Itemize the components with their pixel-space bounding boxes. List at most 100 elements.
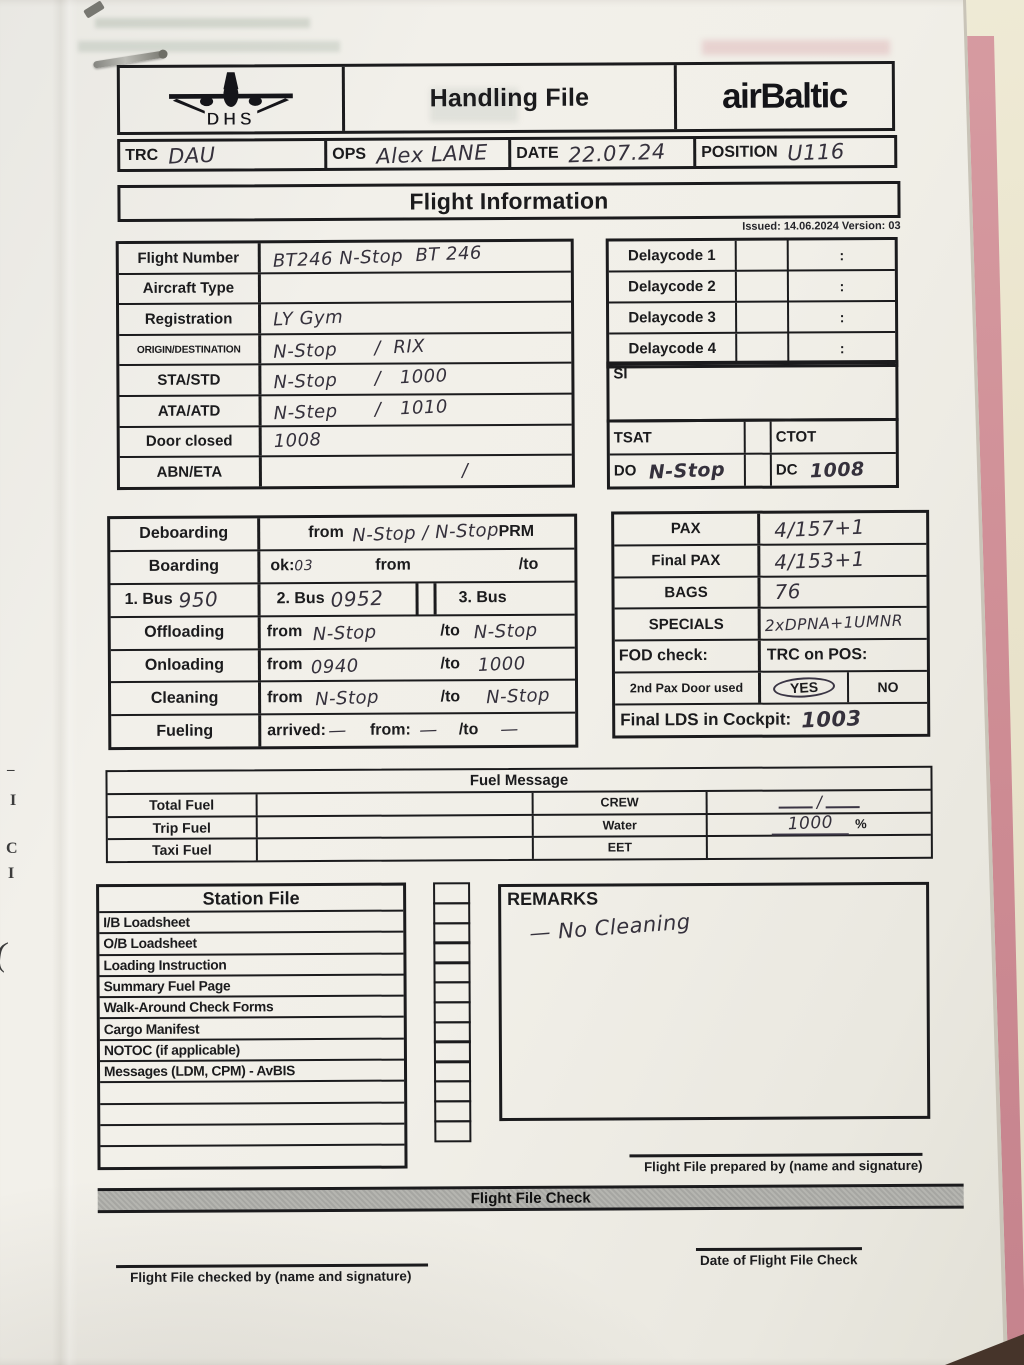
fueling-row: Fueling arrived: — from: — /to — <box>111 714 575 748</box>
flight-info-row-label: STA/STD <box>119 365 262 396</box>
ground-ops-table: Deboarding from N-Stop / N-Stop PRM Boar… <box>107 513 579 751</box>
station-file-item: Messages (LDM, CPM) - AvBIS <box>99 1060 405 1084</box>
pax-row: BAGS 76 <box>614 576 927 610</box>
trc-field: TRC DAU <box>120 140 328 170</box>
final-lds-row: Final LDS in Cockpit: 1003 <box>615 704 927 736</box>
dhs-logo-cell: DHS <box>119 66 346 133</box>
flight-info-row: Flight Number BT246 N-Stop BT 246 <box>118 241 571 275</box>
handwritten-value: 4/153+1 <box>773 546 866 574</box>
station-file-empty-row <box>100 1081 405 1105</box>
to-label: /to <box>518 556 539 574</box>
station-file-item: I/B Loadsheet <box>99 911 404 935</box>
prepared-by-label: Flight File prepared by (name and signat… <box>644 1157 923 1175</box>
delaycode-row: Delaycode 2 : <box>608 270 896 304</box>
onloading-to-handwritten: 1000 <box>477 652 527 676</box>
dhs-logo-text: DHS <box>207 109 256 129</box>
airbaltic-logo: airBaltic <box>722 76 847 116</box>
to-label: /to <box>440 655 461 673</box>
bus2-field: 2. Bus 0952 <box>260 583 419 615</box>
pax-row-value: 4/153+1 <box>760 545 926 576</box>
edge-printed-mark: C <box>6 840 18 857</box>
fuel-message-table: Fuel Message Total Fuel CREW / Trip Fuel… <box>105 765 933 863</box>
fueling-from-handwritten: — <box>418 719 438 742</box>
fueling-to-handwritten: — <box>499 718 520 741</box>
delaycode-code-cell <box>737 302 790 332</box>
handwritten-value: LY Gym <box>272 306 344 331</box>
delaycode-time-cell: : <box>839 308 845 325</box>
percent-label: % <box>855 816 867 832</box>
offloading-label: Offloading <box>110 616 261 649</box>
fueling-label: Fueling <box>111 715 262 748</box>
to-label: /to <box>440 688 461 706</box>
from-label: from <box>266 656 303 674</box>
handwritten-value: / <box>461 460 469 482</box>
station-file-empty-row <box>100 1103 405 1127</box>
trc-on-pos-label: TRC on POS: <box>766 646 868 664</box>
flight-info-row-value: LY Gym <box>261 303 571 333</box>
pax-row: SPECIALS 2xDPNA+1UMNR <box>614 608 927 642</box>
gap-cell <box>745 421 772 453</box>
delaycode-code-cell <box>737 333 790 363</box>
bus-row: 1. Bus 950 2. Bus 0952 3. Bus <box>110 582 575 618</box>
flight-info-row: Registration LY Gym <box>119 302 572 336</box>
fod-check-label: FOD check: <box>614 640 761 672</box>
station-file-checkbox-column <box>433 882 472 1143</box>
boarding-label: Boarding <box>110 551 261 583</box>
offloading-to-handwritten: N-Stop <box>473 619 539 643</box>
delaycode-label: Delaycode 3 <box>609 302 738 333</box>
flight-info-row-value: N-Stop / RIX <box>261 333 571 363</box>
flight-info-row: ATA/ATD N-Step / 1010 <box>119 394 572 428</box>
position-label: POSITION <box>701 143 778 161</box>
door-no-cell: NO <box>877 678 899 695</box>
edge-printed-mark: I <box>8 865 15 882</box>
delaycode-row: Delaycode 1 : <box>608 239 895 273</box>
do-field: DO N-Stop <box>609 454 746 487</box>
cleaning-to-handwritten: N-Stop <box>485 685 551 709</box>
trip-fuel-label: Trip Fuel <box>107 816 258 839</box>
handwritten-value: 2xDPNA+1UMNR <box>764 611 904 636</box>
door-yes-cell: YES <box>760 672 850 703</box>
delaycode-code-cell <box>736 271 790 301</box>
yes-circled-value: YES <box>772 675 836 700</box>
remarks-title: REMARKS <box>507 888 599 910</box>
second-pax-door-label: 2nd Pax Door used <box>614 672 762 704</box>
deboarding-handwritten: N-Stop / N-Stop <box>351 519 499 547</box>
flight-info-row-label: ORIGIN/DESTINATION <box>119 335 262 365</box>
dhs-airplane-icon: DHS <box>169 72 293 129</box>
pax-row-value: 2xDPNA+1UMNR <box>761 608 927 639</box>
remarks-handwritten-note: — No Cleaning <box>528 909 692 946</box>
date-of-check-line <box>695 1247 862 1252</box>
onloading-from-handwritten: 0940 <box>310 654 359 678</box>
crew-blank-line <box>778 794 813 809</box>
do-dc-row: DO N-Stop DC 1008 <box>609 454 896 487</box>
deboarding-value: from N-Stop / N-Stop PRM <box>260 517 574 550</box>
offloading-from-handwritten: N-Stop <box>311 621 377 645</box>
trip-fuel-value-cell <box>257 815 534 838</box>
eet-value-cell <box>708 836 931 858</box>
from-label: from <box>267 688 303 707</box>
checked-by-signature-line <box>116 1263 429 1269</box>
handwritten-value: N-Stop / RIX <box>272 335 426 363</box>
flight-info-row-label: ABN/ETA <box>119 457 262 487</box>
from-label: from <box>375 556 411 575</box>
delaycode-label: Delaycode 2 <box>608 271 738 302</box>
ok-handwritten: 03 <box>294 558 314 575</box>
position-field: POSITION U116 <box>696 138 894 166</box>
prepared-by-signature-line <box>629 1152 923 1158</box>
second-pax-door-row: 2nd Pax Door used YES NO <box>614 671 928 706</box>
final-lds-handwritten: 1003 <box>800 705 863 733</box>
station-file-empty-row <box>100 1124 405 1148</box>
handwritten-value: N-Step / 1010 <box>273 396 449 425</box>
edge-printed-mark: – <box>7 762 15 778</box>
station-file-table: Station File I/B Loadsheet O/B Loadsheet L… <box>96 882 408 1170</box>
flight-info-row-value: 1008 <box>262 425 572 455</box>
flight-info-row-label: Door closed <box>119 426 262 457</box>
cleaning-value: from N-Stop /to N-Stop <box>261 681 575 714</box>
flight-info-row-value <box>261 272 571 302</box>
eet-label: EET <box>533 836 708 859</box>
meta-row: TRC DAU OPS Alex LANE DATE 22.07.24 POSI… <box>117 134 898 173</box>
pax-row: Final PAX 4/153+1 <box>614 544 927 579</box>
water-value-cell: 1000 % <box>708 812 931 836</box>
